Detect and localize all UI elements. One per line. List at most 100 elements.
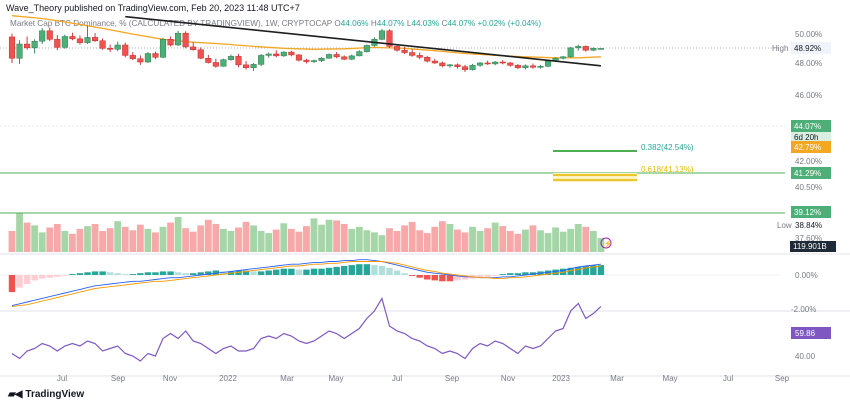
macd-histogram-bar <box>318 268 325 275</box>
volume-bar <box>46 227 54 252</box>
high-label: High <box>772 44 788 53</box>
candle <box>310 60 318 62</box>
candle <box>416 55 423 58</box>
candle <box>92 37 99 41</box>
rsi-value-tag: 59.86 <box>795 329 816 338</box>
macd-histogram-bar <box>378 266 386 275</box>
candle <box>492 61 499 65</box>
macd-histogram-bar <box>159 271 167 275</box>
candle <box>107 48 114 50</box>
x-axis-tick-label: Sep <box>775 374 790 383</box>
macd-histogram-bar <box>137 273 144 275</box>
volume-bar <box>582 226 590 252</box>
candle <box>144 53 151 63</box>
candle <box>477 62 484 66</box>
volume-bar <box>106 228 114 252</box>
rsi-value-bg <box>791 327 831 339</box>
candle <box>529 65 537 68</box>
close-value: 44.07% <box>447 19 476 28</box>
volume-bar <box>318 224 325 252</box>
volume-bar <box>31 225 39 252</box>
macd-histogram-bar <box>122 274 129 275</box>
y-axis-tick-label: 46.00% <box>795 91 822 100</box>
macd-histogram-bar <box>295 269 303 275</box>
macd-y-tick: -2.00% <box>791 305 816 314</box>
macd-histogram-bar <box>273 269 280 275</box>
current-price-tag: 44.07% <box>794 122 821 131</box>
candle <box>507 62 514 66</box>
candle <box>122 44 129 56</box>
candle <box>333 54 340 58</box>
downtrend-line <box>125 15 601 67</box>
candle <box>258 55 265 65</box>
macd-histogram-bar <box>182 273 189 275</box>
macd-histogram-bar <box>454 275 461 281</box>
macd-histogram-bar <box>167 271 174 275</box>
volume-bar <box>514 233 522 252</box>
volume-bar <box>537 230 544 252</box>
candle <box>243 64 250 68</box>
candle <box>318 57 325 61</box>
volume-bar <box>121 226 129 252</box>
candle <box>69 36 76 40</box>
symbol-legend: Market Cap BTC Dominance, % (CALCULATED … <box>10 19 541 28</box>
macd-histogram-bar <box>152 272 159 275</box>
macd-histogram-bar <box>446 275 454 282</box>
macd-histogram-bar <box>280 268 287 275</box>
macd-histogram-bar <box>144 272 152 275</box>
lightning-icon: ⚡ <box>604 239 613 248</box>
volume-bar <box>393 231 401 252</box>
macd-histogram-bar <box>310 268 318 275</box>
fib-0618-label: 0.618(41.13%) <box>641 165 694 174</box>
volume-bar <box>423 233 431 252</box>
fib-value-tag: 41.29% <box>794 169 821 178</box>
candle <box>424 57 431 62</box>
volume-bar <box>559 231 567 252</box>
volume-bar <box>167 222 174 252</box>
macd-histogram-bar <box>197 272 204 275</box>
macd-histogram-bar <box>31 275 38 281</box>
candle <box>431 60 438 64</box>
x-axis-tick-label: Jul <box>392 374 402 383</box>
macd-histogram-bar <box>205 271 212 275</box>
macd-histogram-bar <box>39 275 46 279</box>
volume-bar <box>91 224 99 252</box>
macd-histogram-bar <box>174 272 182 275</box>
macd-histogram-bar <box>333 266 340 275</box>
macd-histogram-bar <box>567 267 574 275</box>
candle <box>175 32 182 46</box>
volume-tag-bg <box>790 241 836 252</box>
volume-bar <box>280 223 288 252</box>
ema-line <box>11 15 601 59</box>
macd-histogram-bar <box>8 275 16 293</box>
high-value: 48.92% <box>794 44 821 53</box>
candle <box>61 36 68 48</box>
volume-bar <box>152 232 159 252</box>
close-label: C <box>441 19 448 28</box>
volume-bar <box>386 228 393 252</box>
lightning-icon <box>600 237 612 249</box>
candle <box>597 48 604 50</box>
macd-histogram-bar <box>393 270 401 275</box>
volume-bar <box>84 226 91 252</box>
candle <box>212 62 219 67</box>
volume-bar <box>287 228 295 252</box>
high-label: H <box>370 19 377 28</box>
candle <box>590 48 597 51</box>
macd-histogram-bar <box>265 270 272 275</box>
macd-histogram-bar <box>544 270 552 275</box>
macd-histogram-bar <box>522 272 529 275</box>
low-label: Low <box>777 221 792 230</box>
low-value: 44.03% <box>411 19 440 28</box>
candle <box>280 51 287 57</box>
x-axis-tick-label: Jul <box>57 374 67 383</box>
volume-bar <box>506 231 514 252</box>
macd-histogram-bar <box>507 273 514 275</box>
low-label: L <box>406 19 412 28</box>
volume-tag: 119.901B <box>793 242 827 251</box>
y-axis-tick-label: 37.60% <box>795 234 822 243</box>
macd-histogram-bar <box>484 275 491 277</box>
volume-bar <box>371 232 378 252</box>
macd-histogram-bar <box>46 275 53 278</box>
